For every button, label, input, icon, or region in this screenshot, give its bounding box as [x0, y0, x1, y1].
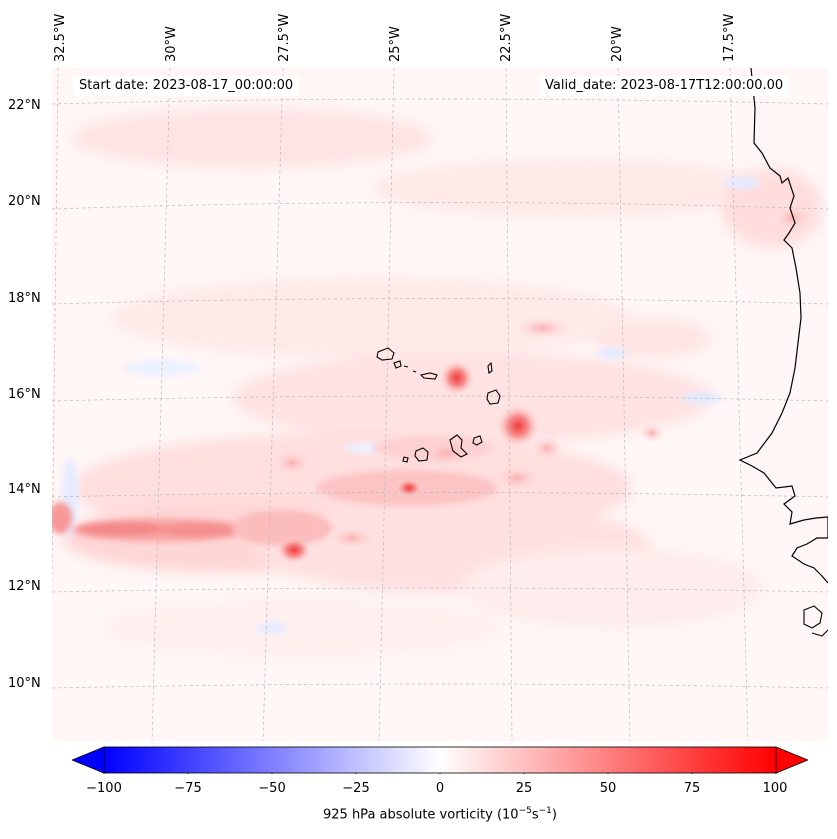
start-date-label: Start date: 2023-08-17_00:00:00: [73, 76, 300, 96]
lat-label-14n: 14°N: [8, 482, 41, 497]
lat-label-12n: 12°N: [8, 579, 41, 594]
colorbar-tick-25: 25: [515, 781, 533, 796]
vorticity-maxima: [272, 204, 812, 564]
colorbar-min-arrow: [72, 746, 105, 774]
coastline-fragment-2: [811, 629, 828, 637]
colorbar-tick-0: 0: [435, 781, 445, 796]
lat-label-22n: 22°N: [8, 98, 41, 113]
map-canvas: [52, 68, 828, 741]
valid-date-label: Valid_date: 2023-08-17T12:00:00.00: [539, 76, 790, 96]
colorbar-tick-m75: −75: [174, 781, 202, 796]
lon-label-27-5w: 27.5°W: [277, 13, 292, 62]
lat-label-18n: 18°N: [8, 291, 41, 306]
lon-label-30w: 30°W: [164, 26, 179, 62]
cabo-verde-islands: [376, 347, 501, 463]
lat-label-10n: 10°N: [8, 676, 41, 691]
africa-coastline: [738, 68, 828, 584]
lat-label-16n: 16°N: [8, 387, 41, 402]
colorbar: [72, 746, 808, 774]
colorbar-gradient: [103, 746, 777, 774]
colorbar-tick-50: 50: [599, 781, 617, 796]
colorbar-tick-100: 100: [762, 781, 788, 796]
lon-label-22-5w: 22.5°W: [499, 13, 514, 62]
colorbar-label: 925 hPa absolute vorticity (10−5s−1): [323, 806, 557, 823]
lon-label-17-5w: 17.5°W: [722, 13, 737, 62]
graticule: [52, 68, 828, 741]
colorbar-tick-m50: −50: [258, 781, 286, 796]
vorticity-map: [52, 68, 828, 741]
colorbar-ticks: [103, 773, 777, 774]
lon-label-20w: 20°W: [610, 26, 625, 62]
colorbar-tick-75: 75: [683, 781, 701, 796]
colorbar-tick-m100: −100: [86, 781, 122, 796]
colorbar-max-arrow: [775, 746, 808, 774]
lon-label-25w: 25°W: [388, 26, 403, 62]
lat-label-20n: 20°N: [8, 194, 41, 209]
colorbar-tick-m25: −25: [342, 781, 370, 796]
lon-label-32-5w: 32.5°W: [53, 13, 68, 62]
coastline-fragment: [803, 605, 823, 629]
